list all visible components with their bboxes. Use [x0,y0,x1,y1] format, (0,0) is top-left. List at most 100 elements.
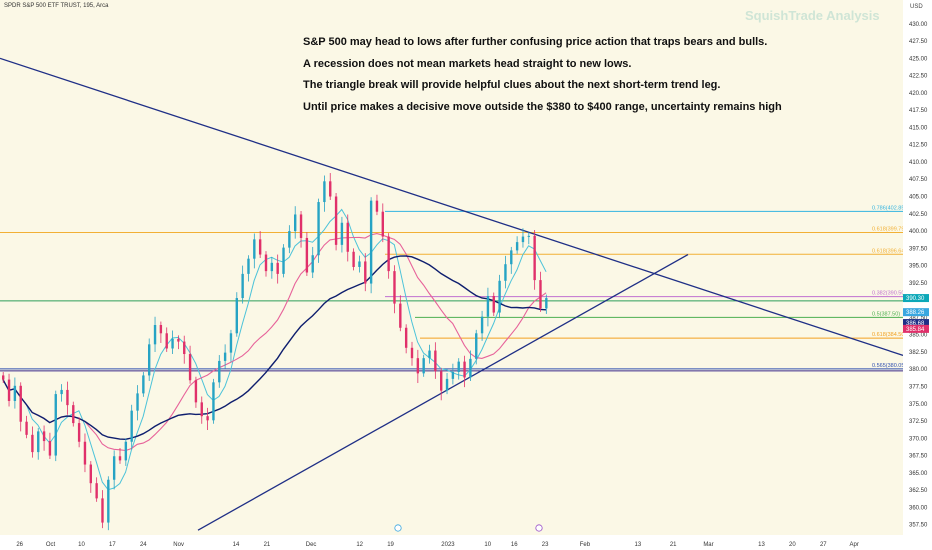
candle-body [136,393,139,411]
candle-body [375,200,379,212]
candle-body [340,222,344,245]
candle-body [183,341,186,355]
candle-body [381,211,384,237]
candle-body [475,333,478,359]
time-axis: 26 Oct 10 17 24 Nov 14 21 Dec 12 19 2023 10 16 23 Feb 13… [0,535,932,550]
candle-body [352,251,355,267]
candle-body [258,239,262,255]
candle-body [510,250,513,265]
candle-body [37,431,40,453]
candle-body [253,239,256,259]
candle-body [31,434,34,453]
time-tick-label: 20 [789,542,796,548]
price-tick-label: 400.00 [909,229,928,235]
time-tick-label: Mar [703,542,713,548]
price-tag [903,319,929,328]
moving-averages [2,208,547,491]
price-tick-label: 417.50 [909,108,928,114]
candle-body [148,344,151,376]
time-tick-label: 12 [356,542,363,548]
annotation-line: The triangle break will provide helpful … [303,79,721,91]
fib-level-label: 0.618(399.79) [872,227,906,233]
candle-body [229,333,233,353]
candle-body [294,214,297,232]
candle-body [83,441,87,465]
candle-body [369,200,373,284]
candle-body [77,423,81,442]
candle-body [7,379,11,401]
candle-body [171,338,174,349]
candle-body [188,354,192,381]
candle-body [288,231,291,248]
candle-body [358,261,361,267]
ma-slow-line [2,255,547,441]
fib-level-label: 0.5(387.50) [872,311,900,317]
candle-body [393,271,396,304]
price-tick-label: 370.00 [909,436,928,442]
candle-body [159,325,163,334]
time-tick-label: 24 [140,542,147,548]
candle-body [329,181,332,197]
price-tag-label: 386.68 [906,321,925,327]
candle-body [264,254,268,272]
descending-trendline [0,57,904,357]
time-tick-label: 10 [484,542,491,548]
candle-body [2,375,5,380]
price-tick-label: 357.50 [909,523,928,529]
candle-body [387,236,390,272]
candle-body [112,456,116,480]
candle-body [311,255,314,273]
candle-body [521,236,525,243]
candle-body [282,247,285,274]
candle-body [445,378,449,391]
time-axis-bg [0,535,932,550]
candle-body [66,389,69,406]
time-tick-label: 23 [542,542,549,548]
candle-body [504,264,507,281]
candle-body [422,358,425,374]
candle-body [194,380,198,403]
price-tick-label: 395.00 [909,264,928,270]
candle-body [42,431,46,442]
price-tick-label: 362.50 [909,488,928,494]
currency-label: USD [910,4,923,10]
fib-level-label: 0.786(402.85) [872,205,906,211]
candle-body [480,316,484,334]
price-tick-label: 365.00 [909,471,928,477]
annotation-line: Until price makes a decisive move outsid… [303,100,782,113]
candle-body [410,347,414,359]
event-marker-icon [394,524,402,532]
price-tick-label: 382.50 [909,350,928,356]
price-tick-label: 410.00 [909,160,928,166]
candle-body [399,303,402,328]
candle-body [13,385,17,401]
fib-level-label: 0.565(380.05) [872,363,906,369]
candle-body [498,280,501,313]
price-tick-label: 430.00 [909,22,928,28]
candle-body [89,464,92,484]
candle-body [165,333,168,349]
price-tick-label: 420.00 [909,91,928,97]
annotation-line: S&P 500 may head to lows after further c… [303,36,768,48]
candle-body [545,298,548,309]
plot-area [0,0,903,535]
price-tick-label: 375.00 [909,402,928,408]
candle-body [533,235,536,281]
fib-levels: 0.786(402.85) 0.618(399.79) 0.618(396.64) 0… [0,205,906,372]
price-tick-label: 392.50 [909,281,928,287]
price-tag [903,294,929,303]
time-tick-label: 2023 [441,542,455,548]
price-tick-label: 407.50 [909,177,928,183]
annotation-block: S&P 500 may head to lows after further c… [303,36,863,122]
candle-body [317,202,320,256]
candle-body [19,385,22,422]
candle-body [515,242,519,251]
time-tick-label: Oct [46,542,56,548]
candle-body [241,273,244,299]
price-tick-label: 427.50 [909,39,928,45]
candle-body [469,358,472,378]
candle-body [130,410,133,442]
candle-body [276,262,279,274]
